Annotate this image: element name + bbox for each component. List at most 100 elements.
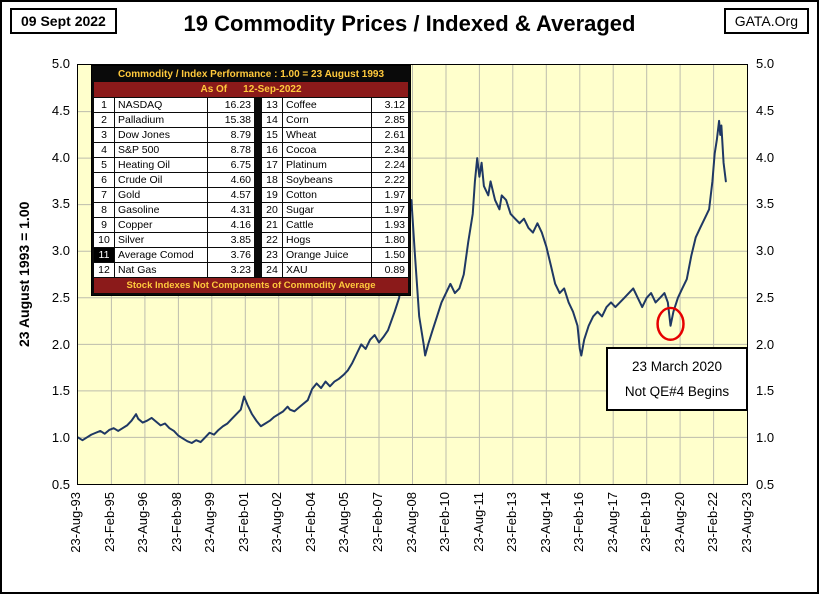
rank-cell: 18 (262, 173, 282, 187)
value-cell: 3.12 (372, 98, 408, 112)
value-cell: 4.60 (208, 173, 254, 187)
rank-cell: 11 (94, 248, 114, 262)
gata-org-badge: GATA.Org (723, 8, 809, 34)
performance-table-footer: Stock Indexes Not Components of Commodit… (94, 278, 408, 293)
rank-cell: 17 (262, 158, 282, 172)
rank-cell: 21 (262, 218, 282, 232)
column-gap (255, 128, 261, 142)
performance-table-asof: As Of 12-Sep-2022 (94, 82, 408, 97)
rank-cell: 6 (94, 173, 114, 187)
x-tick-label: 23-Aug-08 (403, 492, 419, 553)
commodity-name-cell: Platinum (283, 158, 371, 172)
y-tick-label-right: 2.5 (756, 289, 775, 305)
x-tick-label: 23-Feb-04 (302, 492, 318, 552)
rank-cell: 7 (94, 188, 114, 202)
commodity-name-cell: Crude Oil (115, 173, 207, 187)
y-tick-label-left: 5.0 (51, 56, 70, 71)
y-tick-label-left: 0.5 (51, 477, 70, 492)
x-tick-label: 23-Feb-07 (369, 492, 385, 552)
value-cell: 3.85 (208, 233, 254, 247)
x-tick-label: 23-Feb-13 (504, 492, 520, 552)
x-tick-label: 23-Aug-11 (470, 492, 486, 552)
value-cell: 1.80 (372, 233, 408, 247)
column-gap (255, 248, 261, 262)
value-cell: 6.75 (208, 158, 254, 172)
y-tick-label-left: 2.5 (51, 289, 70, 305)
rank-cell: 24 (262, 263, 282, 277)
x-tick-label: 23-Aug-14 (537, 492, 553, 553)
commodity-name-cell: Palladium (115, 113, 207, 127)
column-gap (255, 188, 261, 202)
value-cell: 2.61 (372, 128, 408, 142)
value-cell: 1.50 (372, 248, 408, 262)
asof-date: 12-Sep-2022 (243, 84, 302, 95)
value-cell: 0.89 (372, 263, 408, 277)
x-tick-label: 23-Aug-17 (604, 492, 620, 553)
commodity-name-cell: Cotton (283, 188, 371, 202)
rank-cell: 15 (262, 128, 282, 142)
commodity-index-line (78, 119, 727, 444)
commodity-name-cell: Average Comod (115, 248, 207, 262)
y-tick-label-left: 4.0 (51, 149, 70, 165)
column-gap (255, 203, 261, 217)
plot-area: Commodity / Index Performance : 1.00 = 2… (77, 64, 748, 485)
commodity-name-cell: Gasoline (115, 203, 207, 217)
x-tick-label: 23-Feb-16 (571, 492, 587, 552)
value-cell: 1.93 (372, 218, 408, 232)
y-tick-label-right: 4.0 (756, 149, 775, 165)
column-gap (255, 113, 261, 127)
asof-label: As Of (200, 84, 228, 95)
x-tick-label: 23-Feb-10 (437, 492, 453, 552)
x-tick-label: 23-Aug-96 (135, 492, 151, 553)
commodity-name-cell: Cattle (283, 218, 371, 232)
value-cell: 2.22 (372, 173, 408, 187)
column-gap (255, 233, 261, 247)
rank-cell: 3 (94, 128, 114, 142)
y-tick-label-right: 4.5 (756, 102, 775, 118)
column-gap (255, 263, 261, 277)
commodity-name-cell: Heating Oil (115, 158, 207, 172)
highlight-circle (656, 306, 685, 342)
value-cell: 2.24 (372, 158, 408, 172)
value-cell: 2.85 (372, 113, 408, 127)
commodity-name-cell: Soybeans (283, 173, 371, 187)
commodity-name-cell: Copper (115, 218, 207, 232)
date-badge: 09 Sept 2022 (10, 8, 117, 34)
commodity-name-cell: Wheat (283, 128, 371, 142)
commodity-name-cell: Orange Juice (283, 248, 371, 262)
column-gap (255, 218, 261, 232)
x-tick-label: 23-Aug-99 (202, 492, 218, 553)
x-tick-label: 23-Feb-01 (235, 492, 251, 552)
y-tick-label-right: 3.0 (756, 243, 775, 259)
commodity-name-cell: Dow Jones (115, 128, 207, 142)
value-cell: 3.76 (208, 248, 254, 262)
x-tick-label: 23-Aug-93 (68, 492, 83, 553)
rank-cell: 14 (262, 113, 282, 127)
rank-cell: 23 (262, 248, 282, 262)
commodity-name-cell: Hogs (283, 233, 371, 247)
y-tick-label-right: 1.5 (756, 383, 775, 399)
column-gap (255, 158, 261, 172)
annotation-box: 23 March 2020 Not QE#4 Begins (606, 347, 748, 411)
rank-cell: 9 (94, 218, 114, 232)
x-tick-label: 23-Feb-19 (638, 492, 654, 552)
y-tick-label-left: 2.0 (51, 336, 70, 352)
commodity-name-cell: XAU (283, 263, 371, 277)
commodity-name-cell: Sugar (283, 203, 371, 217)
y-tick-label-right: 5.0 (756, 56, 775, 71)
value-cell: 16.23 (208, 98, 254, 112)
x-tick-label: 23-Feb-22 (705, 492, 721, 552)
rank-cell: 1 (94, 98, 114, 112)
commodity-name-cell: Cocoa (283, 143, 371, 157)
rank-cell: 12 (94, 263, 114, 277)
annotation-line-1: 23 March 2020 (631, 359, 723, 374)
performance-table-grid: 1 NASDAQ 16.23 13 Coffee 3.12 2 Palladium 15.38 1… (94, 98, 408, 277)
value-cell: 3.23 (208, 263, 254, 277)
value-cell: 8.78 (208, 143, 254, 157)
x-tick-label: 23-Aug-23 (739, 492, 754, 553)
y-tick-label-left: 1.5 (51, 383, 70, 399)
y-tick-label-right: 0.5 (756, 477, 775, 492)
x-tick-label: 23-Aug-20 (671, 492, 687, 553)
value-cell: 2.34 (372, 143, 408, 157)
commodity-name-cell: Corn (283, 113, 371, 127)
